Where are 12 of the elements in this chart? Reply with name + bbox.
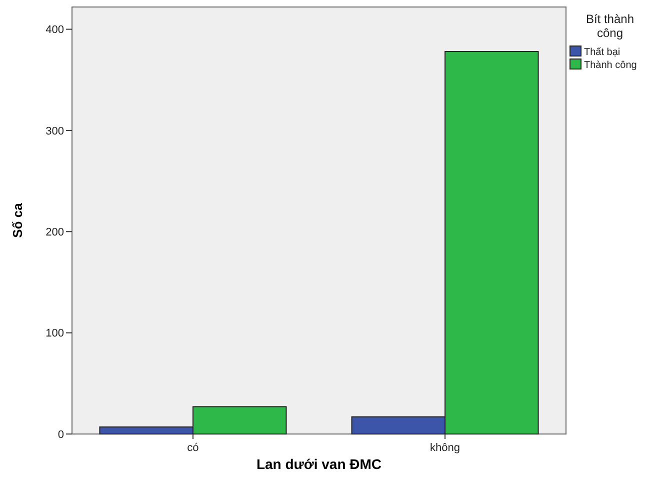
y-tick-label: 0 bbox=[58, 428, 64, 441]
x-axis-title: Lan dưới van ĐMC bbox=[256, 456, 382, 472]
y-tick-label: 100 bbox=[46, 328, 64, 340]
y-tick-label: 400 bbox=[46, 24, 64, 36]
legend-label: Thành công bbox=[584, 60, 637, 71]
x-tick-label: không bbox=[430, 442, 460, 454]
x-tick-label: có bbox=[187, 442, 199, 454]
y-tick-label: 300 bbox=[46, 125, 64, 138]
legend-title: Bít thành công bbox=[586, 12, 634, 40]
legend-label: Thất bại bbox=[584, 47, 620, 58]
y-axis-title: Số ca bbox=[10, 202, 25, 238]
y-tick-label: 200 bbox=[46, 226, 64, 238]
